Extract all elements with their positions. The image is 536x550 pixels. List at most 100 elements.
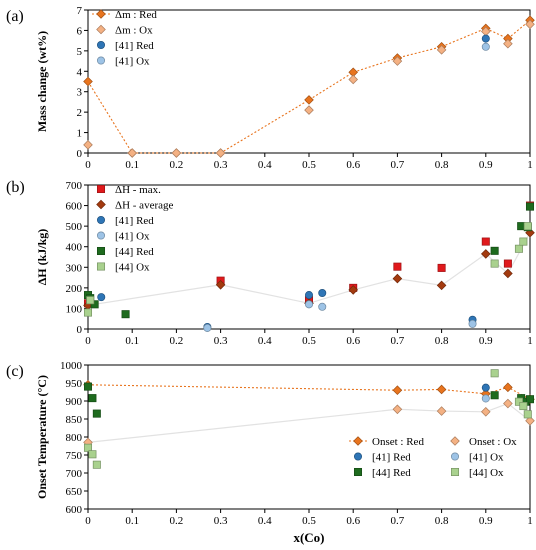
m-red-line xyxy=(87,19,531,154)
data-point xyxy=(215,279,226,290)
legend-label: Onset : Red xyxy=(372,436,424,448)
data-point xyxy=(83,443,93,452)
onset-ox-line xyxy=(87,402,531,443)
x-tick-label: 1 xyxy=(527,335,533,347)
data-point xyxy=(523,410,532,419)
y-tick-label: 5 xyxy=(77,46,83,58)
legend-label: [41] Ox xyxy=(469,452,504,464)
series-41-red xyxy=(481,34,490,43)
data-point xyxy=(490,391,499,400)
legend-marker xyxy=(450,452,460,461)
legend-label: [44] Red xyxy=(372,467,411,479)
x-tick-label: 0.6 xyxy=(346,335,360,347)
x-tick-label: 0.2 xyxy=(170,159,184,171)
series-44-red xyxy=(83,382,535,418)
x-tick-label: 0.6 xyxy=(346,515,360,527)
legend-marker xyxy=(96,184,106,194)
panel-label: (c) xyxy=(6,363,24,380)
data-point xyxy=(517,222,526,231)
data-point xyxy=(83,76,93,87)
data-point xyxy=(348,285,358,295)
data-point xyxy=(88,394,97,403)
series-41-ox xyxy=(481,42,490,51)
x-tick-label: 0.4 xyxy=(258,335,272,347)
data-point xyxy=(171,148,182,158)
legend-marker xyxy=(96,262,106,271)
y-tick-label: 300 xyxy=(66,262,83,274)
x-tick-label: 0.8 xyxy=(435,335,449,347)
legend-marker xyxy=(96,24,106,35)
data-point xyxy=(392,385,403,395)
legend-marker xyxy=(96,231,106,240)
legend-label: Δm : Ox xyxy=(115,25,153,37)
legend-label: [41] Red xyxy=(115,40,154,52)
data-point xyxy=(393,262,402,271)
x-tick-label: 0.3 xyxy=(214,159,228,171)
x-tick-label: 0.1 xyxy=(125,515,139,527)
data-point xyxy=(86,296,95,305)
x-tick-label: 0.2 xyxy=(170,515,184,527)
y-tick-label: 900 xyxy=(66,396,83,408)
y-tick-label: 750 xyxy=(66,450,83,462)
legend-label: [44] Ox xyxy=(469,467,504,479)
data-point xyxy=(318,288,327,298)
x-tick-label: 0.1 xyxy=(125,159,139,171)
data-point xyxy=(304,105,314,115)
legend-label: [41] Ox xyxy=(115,56,150,68)
x-tick-label: 0.9 xyxy=(479,515,493,527)
panel-label: (b) xyxy=(6,179,25,196)
y-tick-label: 600 xyxy=(66,201,83,213)
data-point xyxy=(436,384,447,395)
y-tick-label: 850 xyxy=(66,414,83,426)
x-tick-label: 0.5 xyxy=(302,159,316,171)
data-point xyxy=(348,74,358,85)
x-tick-label: 0.9 xyxy=(479,159,493,171)
x-tick-label: 0 xyxy=(85,335,91,347)
onset-red-line xyxy=(87,384,531,400)
data-point xyxy=(97,293,106,302)
data-point xyxy=(121,310,130,319)
data-point xyxy=(503,259,512,268)
data-point xyxy=(481,42,490,51)
y-axis-label: ΔH (kJ/kg) xyxy=(35,229,49,286)
y-tick-label: 100 xyxy=(66,303,83,315)
series-44-ox xyxy=(83,222,532,317)
x-axis-label: x(Co) xyxy=(293,530,324,545)
legend-label: ΔH - max. xyxy=(115,184,161,196)
series-m-ox xyxy=(83,19,535,158)
panel-a: 0 0.1 0.2 0.3 0.4 0.5 0.6 0.7 0.8 0.9 1 0 1 2 3 4 5 6 7 Mas… xyxy=(6,5,535,171)
data-point xyxy=(318,302,327,311)
legend: Onset : Red Onset : Ox [41] Red [41] Ox [44]… xyxy=(349,436,517,479)
legend-label: [44] Red xyxy=(115,246,154,258)
data-point xyxy=(215,148,226,158)
y-tick-label: 800 xyxy=(66,432,83,444)
legend-marker xyxy=(353,436,363,446)
legend-marker xyxy=(96,9,106,19)
panel-label: (a) xyxy=(6,8,24,25)
data-point xyxy=(525,395,535,404)
data-point xyxy=(392,273,403,284)
legend-label: [41] Ox xyxy=(115,231,150,243)
y-tick-label: 1000 xyxy=(60,360,83,372)
y-axis-label: Onset Temperature (°C) xyxy=(35,375,49,499)
plot-frame xyxy=(87,364,531,510)
data-point xyxy=(203,323,212,332)
data-point xyxy=(83,140,93,150)
x-tick-label: 0.8 xyxy=(435,515,449,527)
legend-marker xyxy=(450,436,460,446)
data-point xyxy=(481,407,491,417)
plot-frame xyxy=(87,9,531,154)
x-tick-label: 0.6 xyxy=(346,159,360,171)
data-point xyxy=(92,409,101,418)
y-tick-label: 4 xyxy=(77,66,83,78)
y-tick-label: 950 xyxy=(66,378,83,390)
data-point xyxy=(304,291,314,300)
y-tick-label: 7 xyxy=(77,5,83,17)
data-point xyxy=(490,259,499,268)
y-tick-label: 500 xyxy=(66,221,83,233)
x-tick-label: 0.5 xyxy=(302,335,316,347)
data-point xyxy=(436,406,447,416)
x-tick-label: 0.4 xyxy=(258,515,272,527)
panel-b: 0 0.1 0.2 0.3 0.4 0.5 0.6 0.7 0.8 0.9 1 0 100 200 300 4… xyxy=(6,179,535,347)
